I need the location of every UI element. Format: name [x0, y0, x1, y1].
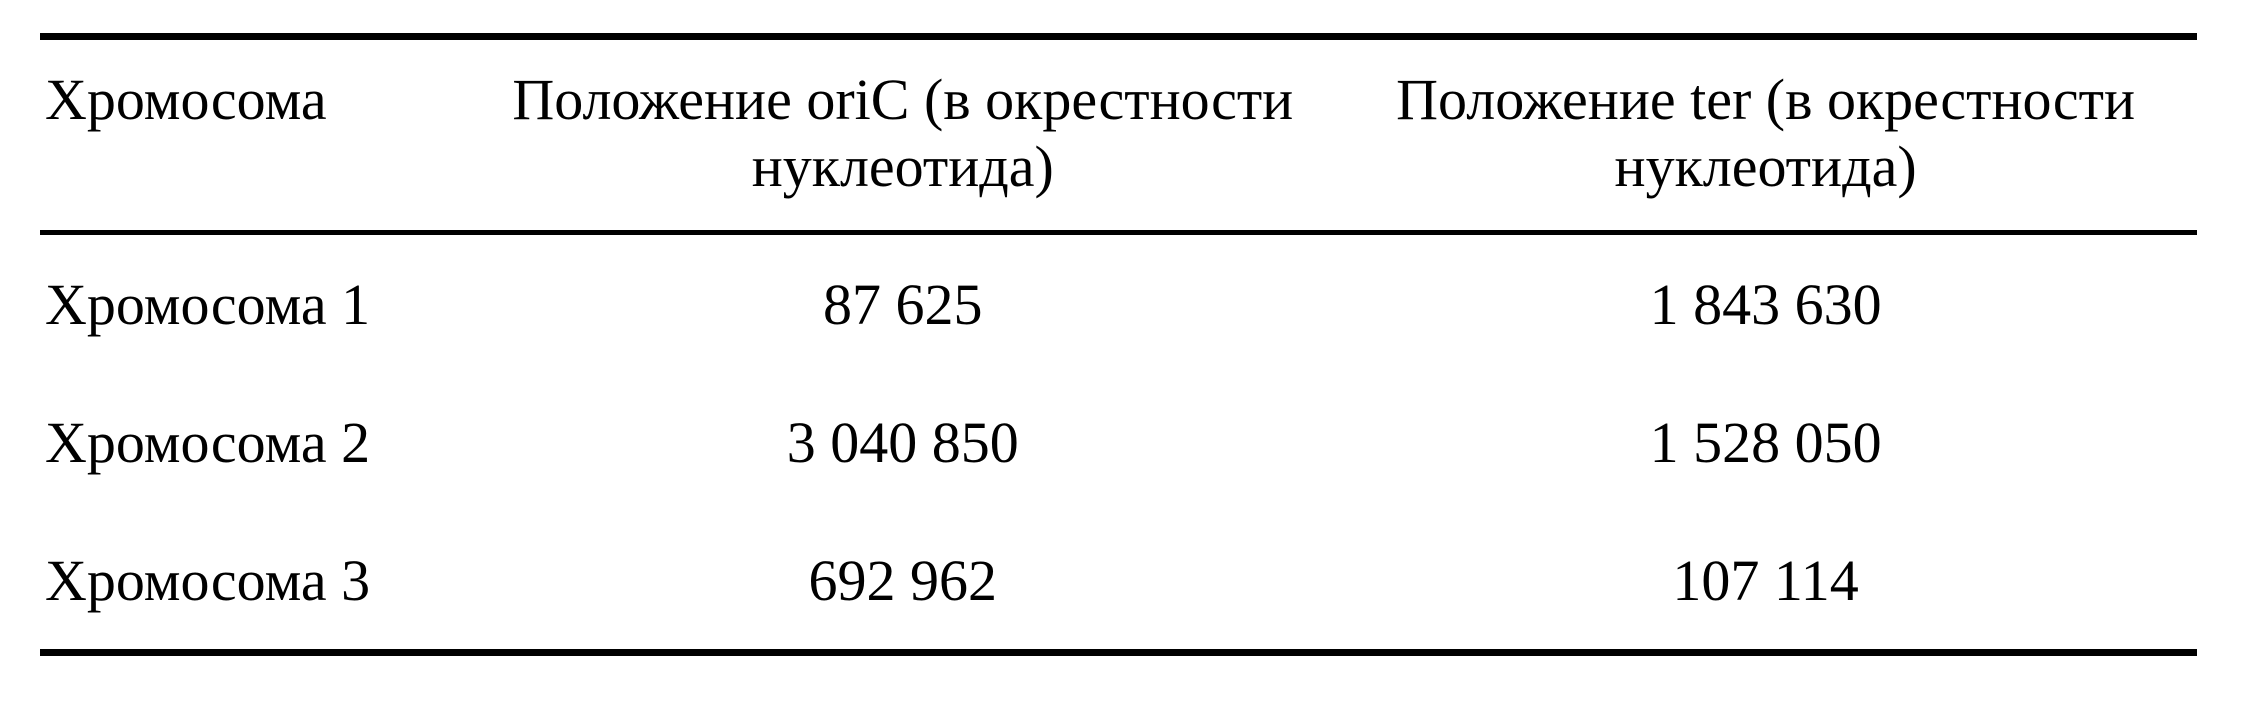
cell-chromosome-name: Хромосома 2 — [45, 409, 371, 475]
cell-ter-position: 107 114 — [1672, 547, 1859, 613]
table-row: Хромосома 3 692 962 107 114 — [40, 511, 2197, 653]
table-row: Хромосома 1 87 625 1 843 630 — [40, 233, 2197, 374]
col-header-chromosome: Хромосома — [40, 36, 472, 235]
cell-oric-position: 3 040 850 — [786, 409, 1019, 475]
cell-oric-position: 87 625 — [823, 271, 983, 337]
col-header-oric-label: Положение oriC (в окрестности нуклеотида… — [512, 67, 1294, 199]
table-body: Хромосома 1 87 625 1 843 630 Хромосома 2… — [40, 233, 2197, 653]
cell-ter-position: 1 843 630 — [1649, 271, 1882, 337]
header-row: Хромосома Положение oriC (в окрестности … — [40, 36, 2197, 235]
cell-ter-position: 1 528 050 — [1649, 409, 1882, 475]
col-header-ter-position: Положение ter (в окрестности нуклеотида) — [1334, 36, 2197, 235]
col-header-oric-position: Положение oriC (в окрестности нуклеотида… — [471, 36, 1335, 235]
table-row: Хромосома 2 3 040 850 1 528 050 — [40, 373, 2197, 511]
chromosome-positions-table: Хромосома Положение oriC (в окрестности … — [40, 33, 2197, 656]
cell-chromosome-name: Хромосома 3 — [45, 547, 371, 613]
table-header: Хромосома Положение oriC (в окрестности … — [40, 36, 2197, 235]
cell-chromosome-name: Хромосома 1 — [45, 271, 371, 337]
cell-oric-position: 692 962 — [808, 547, 998, 613]
col-header-chromosome-label: Хромосома — [45, 67, 327, 132]
col-header-ter-label: Положение ter (в окрестности нуклеотида) — [1396, 67, 2136, 199]
